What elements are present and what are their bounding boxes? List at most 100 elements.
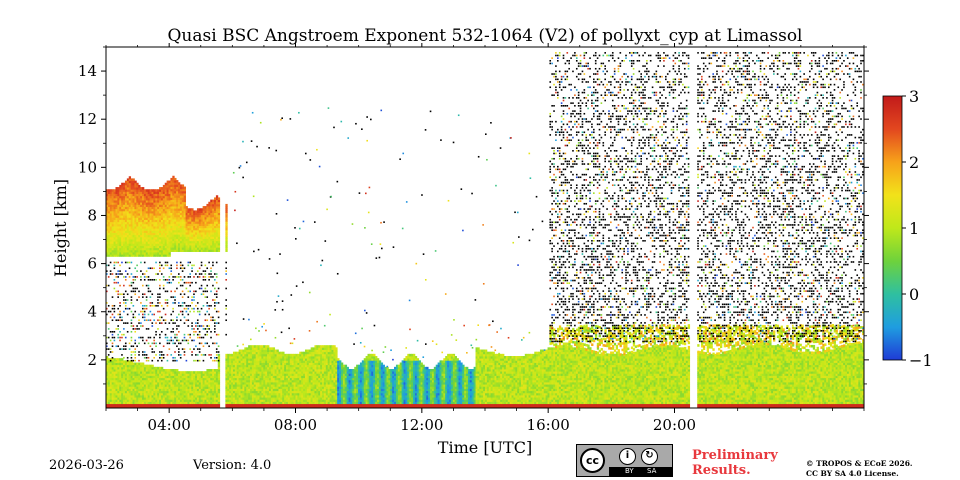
noise-point [162,284,165,287]
heatmap-cell [160,254,164,257]
heatmap-cell [134,252,137,255]
heatmap-cell [195,371,198,374]
noise-point [191,322,193,324]
noise-point [202,354,205,356]
heatmap-cell [119,392,122,396]
noise-point [134,287,137,290]
heatmap-cell [121,204,124,207]
heatmap-cell [166,193,169,197]
noise-point [206,328,209,330]
noise-point [225,273,227,275]
heatmap-cell [196,384,200,387]
noise-point [145,304,148,307]
heatmap-cell [124,384,128,387]
heatmap-cell [117,249,120,253]
heatmap-cell [126,395,130,398]
noise-point [196,322,199,324]
heatmap-cell [174,177,177,181]
heatmap-cell [181,208,185,211]
heatmap-cell [111,379,114,383]
heatmap-cell [172,403,175,407]
heatmap-cell [149,399,152,402]
heatmap-cell [106,193,109,197]
heatmap-cell [172,186,175,190]
heatmap-cell [178,390,181,394]
heatmap-cell [183,208,186,211]
heatmap-cell [147,219,150,223]
heatmap-cell [138,390,141,394]
heatmap-cell [174,395,177,398]
heatmap-cell [147,217,150,220]
heatmap-cell [147,386,150,389]
heatmap-cell [162,254,166,257]
heatmap-cell [176,403,179,407]
heatmap-cell [164,388,168,392]
heatmap-cell [176,180,179,183]
heatmap-cell [162,369,166,372]
heatmap-cell [178,195,181,198]
noise-point [149,296,152,298]
heatmap-cell [159,210,162,214]
heatmap-cell [168,386,171,389]
noise-point [183,348,186,350]
heatmap-cell [140,247,143,251]
heatmap-cell [187,238,190,242]
heatmap-cell [136,200,139,203]
heatmap-cell [185,386,188,389]
heatmap-cell [185,229,188,233]
heatmap-cell [145,245,149,249]
heatmap-cell [151,405,154,408]
heatmap-cell [138,247,141,251]
heatmap-cell [107,358,111,361]
heatmap-cell [164,239,168,242]
heatmap-cell [126,375,130,379]
heatmap-cell [143,217,147,220]
heatmap-cell [128,405,132,408]
heatmap-cell [176,395,179,398]
heatmap-cell [130,221,133,225]
heatmap-cell [179,216,183,220]
noise-point [168,342,171,345]
heatmap-cell [128,215,132,218]
noise-point [214,342,216,345]
heatmap-cell [193,210,196,213]
noise-point [151,279,154,281]
heatmap-cell [128,371,132,374]
heatmap-cell [109,397,113,400]
heatmap-cell [117,362,120,366]
heatmap-cell [153,226,156,229]
heatmap-cell [142,189,145,192]
heatmap-cell [115,360,118,363]
heatmap-cell [123,254,126,257]
heatmap-cell [174,182,177,185]
heatmap-cell [179,249,183,252]
heatmap-cell [113,223,116,227]
heatmap-cell [119,208,122,212]
heatmap-cell [172,399,175,402]
heatmap-cell [198,242,202,246]
heatmap-cell [162,189,166,192]
heatmap-cell [195,221,198,224]
noise-point [225,270,227,272]
heatmap-cell [164,371,168,374]
noise-point [179,264,182,267]
heatmap-cell [151,379,154,383]
heatmap-cell [136,189,139,192]
heatmap-cell [187,240,190,244]
noise-point [155,279,157,281]
heatmap-cell [134,184,137,188]
heatmap-cell [119,243,122,246]
noise-point [164,336,167,339]
heatmap-cell [138,362,141,366]
heatmap-cell [115,390,118,394]
heatmap-cell [185,221,188,224]
heatmap-cell [136,215,139,218]
heatmap-cell [168,249,171,253]
heatmap-cell [128,377,132,381]
noise-point [198,348,201,350]
heatmap-cell [128,178,132,181]
heatmap-cell [136,371,139,374]
noise-point [178,330,180,333]
heatmap-cell [136,375,139,379]
heatmap-cell [123,249,126,253]
